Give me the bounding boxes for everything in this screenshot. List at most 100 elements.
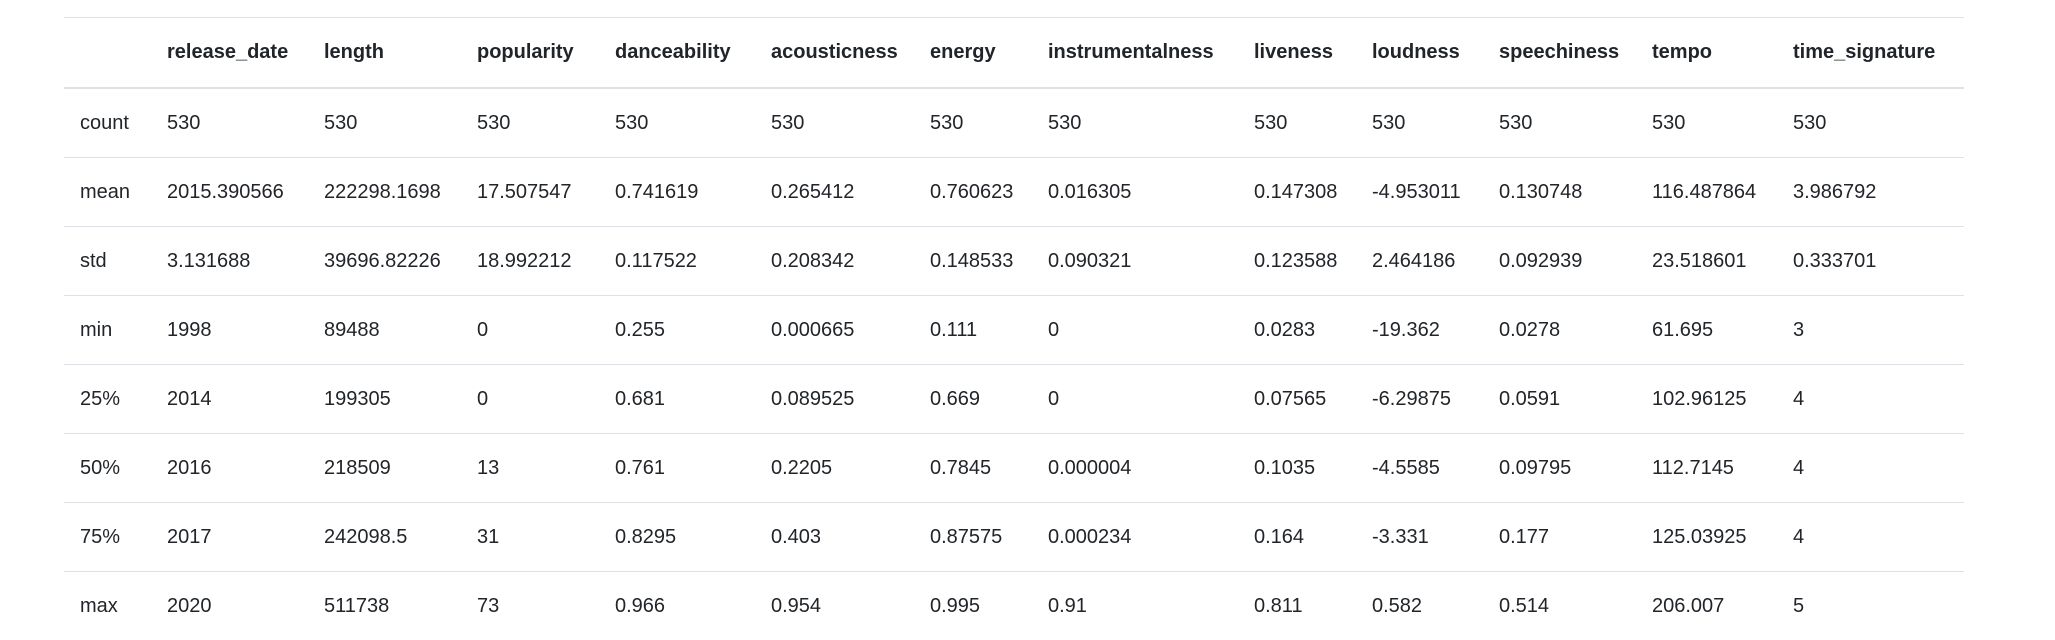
row-label: count xyxy=(64,88,151,158)
table-cell: 0.761 xyxy=(599,434,755,503)
table-cell: 39696.82226 xyxy=(308,227,461,296)
column-header-index xyxy=(64,18,151,89)
table-cell: 0.255 xyxy=(599,296,755,365)
table-cell: 0.87575 xyxy=(914,503,1032,572)
row-label: mean xyxy=(64,158,151,227)
table-cell: 0 xyxy=(461,365,599,434)
column-header-liveness: liveness xyxy=(1238,18,1356,89)
table-cell: 530 xyxy=(1636,88,1777,158)
row-label: max xyxy=(64,572,151,640)
row-label: 50% xyxy=(64,434,151,503)
table-cell: 4 xyxy=(1777,434,1964,503)
table-cell: 2017 xyxy=(151,503,308,572)
table-cell: 2020 xyxy=(151,572,308,640)
table-cell: -3.331 xyxy=(1356,503,1483,572)
table-cell: 2015.390566 xyxy=(151,158,308,227)
table-cell: 530 xyxy=(599,88,755,158)
row-label: min xyxy=(64,296,151,365)
column-header-energy: energy xyxy=(914,18,1032,89)
table-cell: 3 xyxy=(1777,296,1964,365)
table-cell: 530 xyxy=(1483,88,1636,158)
table-cell: 2014 xyxy=(151,365,308,434)
table-cell: 0.000234 xyxy=(1032,503,1238,572)
column-header-loudness: loudness xyxy=(1356,18,1483,89)
table-cell: 0.265412 xyxy=(755,158,914,227)
table-cell: 0.111 xyxy=(914,296,1032,365)
table-cell: 0.760623 xyxy=(914,158,1032,227)
table-header: release_date length popularity danceabil… xyxy=(64,18,1964,89)
table-cell: 530 xyxy=(308,88,461,158)
describe-table-container: release_date length popularity danceabil… xyxy=(64,17,1964,640)
table-cell: 0 xyxy=(1032,296,1238,365)
table-cell: 0.2205 xyxy=(755,434,914,503)
table-cell: 0.000004 xyxy=(1032,434,1238,503)
table-cell: 0.089525 xyxy=(755,365,914,434)
table-cell: 31 xyxy=(461,503,599,572)
table-cell: 0.09795 xyxy=(1483,434,1636,503)
row-label: 25% xyxy=(64,365,151,434)
table-cell: 0.995 xyxy=(914,572,1032,640)
table-cell: 530 xyxy=(461,88,599,158)
table-cell: 61.695 xyxy=(1636,296,1777,365)
table-cell: 0.811 xyxy=(1238,572,1356,640)
table-cell: 0.177 xyxy=(1483,503,1636,572)
table-cell: 530 xyxy=(1777,88,1964,158)
table-cell: 125.03925 xyxy=(1636,503,1777,572)
column-header-speechiness: speechiness xyxy=(1483,18,1636,89)
header-row: release_date length popularity danceabil… xyxy=(64,18,1964,89)
table-cell: 222298.1698 xyxy=(308,158,461,227)
table-cell: 4 xyxy=(1777,503,1964,572)
table-cell: 0.147308 xyxy=(1238,158,1356,227)
column-header-instrumentalness: instrumentalness xyxy=(1032,18,1238,89)
row-label: 75% xyxy=(64,503,151,572)
column-header-popularity: popularity xyxy=(461,18,599,89)
table-cell: 17.507547 xyxy=(461,158,599,227)
table-cell: 0.092939 xyxy=(1483,227,1636,296)
table-cell: -4.5585 xyxy=(1356,434,1483,503)
column-header-release-date: release_date xyxy=(151,18,308,89)
table-cell: 0.669 xyxy=(914,365,1032,434)
column-header-length: length xyxy=(308,18,461,89)
table-cell: 530 xyxy=(755,88,914,158)
table-cell: 0.8295 xyxy=(599,503,755,572)
table-cell: 0.333701 xyxy=(1777,227,1964,296)
table-cell: -6.29875 xyxy=(1356,365,1483,434)
table-cell: 2016 xyxy=(151,434,308,503)
table-cell: 0.117522 xyxy=(599,227,755,296)
table-cell: 0.681 xyxy=(599,365,755,434)
table-cell: 0.148533 xyxy=(914,227,1032,296)
table-cell: 530 xyxy=(1032,88,1238,158)
table-cell: -4.953011 xyxy=(1356,158,1483,227)
table-cell: 530 xyxy=(1356,88,1483,158)
table-cell: 0.123588 xyxy=(1238,227,1356,296)
table-cell: 242098.5 xyxy=(308,503,461,572)
row-label: std xyxy=(64,227,151,296)
table-cell: 530 xyxy=(1238,88,1356,158)
column-header-time-signature: time_signature xyxy=(1777,18,1964,89)
table-cell: 0.514 xyxy=(1483,572,1636,640)
table-cell: 3.131688 xyxy=(151,227,308,296)
table-cell: 73 xyxy=(461,572,599,640)
table-cell: 0.07565 xyxy=(1238,365,1356,434)
table-cell: 0.954 xyxy=(755,572,914,640)
table-cell: 0.0591 xyxy=(1483,365,1636,434)
table-cell: 0.130748 xyxy=(1483,158,1636,227)
table-cell: 102.96125 xyxy=(1636,365,1777,434)
table-cell: 530 xyxy=(151,88,308,158)
table-cell: 218509 xyxy=(308,434,461,503)
table-cell: 3.986792 xyxy=(1777,158,1964,227)
table-cell: 0.91 xyxy=(1032,572,1238,640)
table-cell: 89488 xyxy=(308,296,461,365)
table-cell: 0.7845 xyxy=(914,434,1032,503)
table-cell: 0.164 xyxy=(1238,503,1356,572)
table-cell: 1998 xyxy=(151,296,308,365)
table-cell: 0.0283 xyxy=(1238,296,1356,365)
